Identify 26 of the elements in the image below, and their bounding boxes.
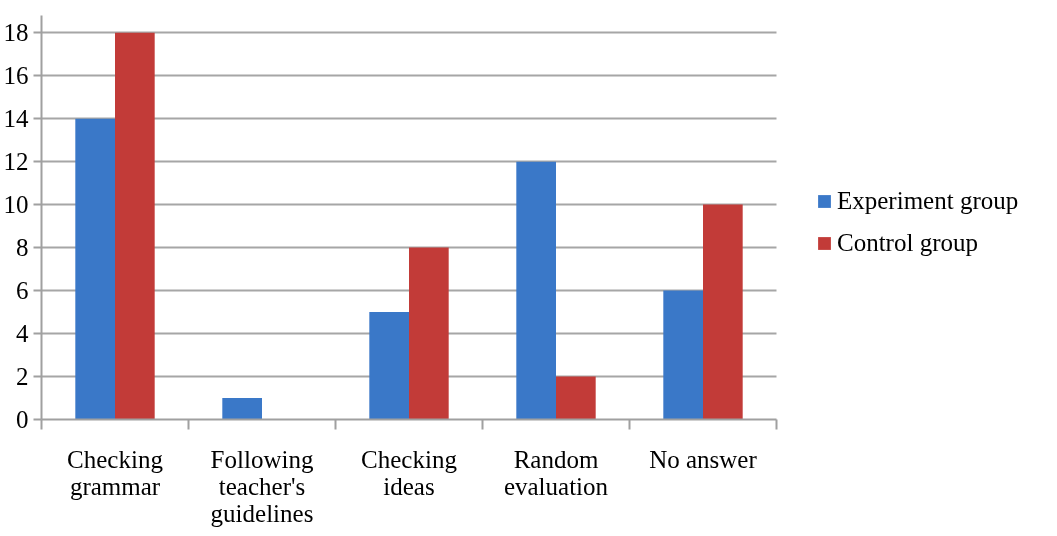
bar [663,290,703,420]
y-tick-label: 14 [3,105,29,133]
bar [516,161,556,420]
bar [369,312,409,420]
y-tick-label: 10 [3,191,29,219]
x-tick-label: No answer [649,445,758,473]
legend-label: Experiment group [837,187,1019,215]
legend-label: Control group [837,229,978,257]
bar [556,376,596,420]
y-tick-label: 8 [16,234,29,262]
y-tick-label: 16 [3,62,29,90]
x-tick-label: Following teacher's guidelines [210,445,314,527]
x-tick-label: Checking ideas [361,445,458,500]
y-tick-label: 6 [16,277,29,305]
bar [703,204,743,420]
y-tick-label: 2 [16,363,29,391]
y-tick-label: 12 [3,148,29,176]
x-tick-label: Random evaluation [503,445,609,500]
bar [75,118,115,420]
y-tick-label: 4 [16,320,29,348]
x-tick-label: Checking grammar [67,445,164,500]
y-tick-label: 0 [16,406,29,433]
y-tick-label: 18 [3,19,29,47]
bar [115,32,155,420]
bar [222,398,262,420]
bar [409,247,449,420]
